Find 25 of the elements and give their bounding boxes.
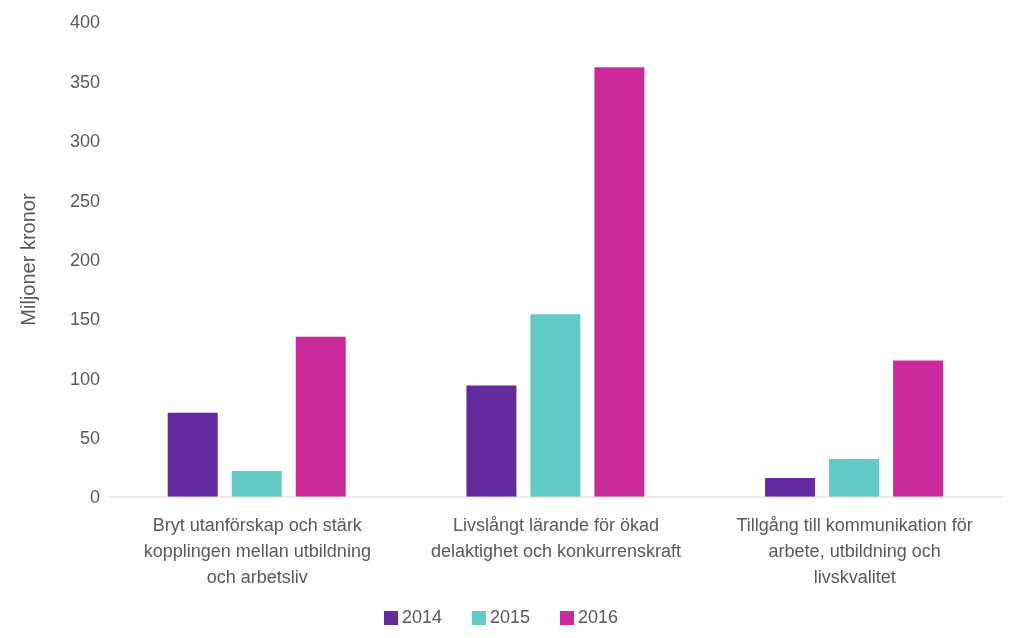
- bar: [530, 314, 581, 497]
- y-tick-label: 250: [69, 190, 100, 211]
- bar: [295, 336, 346, 497]
- y-tick-label: 100: [69, 368, 100, 389]
- bar: [829, 459, 880, 497]
- x-tick-label: Bryt utanförskap och stärk kopplingen mellan utbildning och arbetsliv: [143, 515, 371, 587]
- y-tick-label: 400: [69, 12, 100, 33]
- y-tick-label: 0: [89, 487, 100, 508]
- bar: [765, 478, 816, 497]
- legend-label: 2016: [578, 607, 619, 627]
- bar: [167, 412, 218, 497]
- bar: [231, 470, 282, 497]
- y-tick-label: 150: [69, 309, 100, 330]
- y-tick-label: 350: [69, 71, 100, 92]
- y-tick-label: 200: [69, 249, 100, 270]
- y-tick-label: 50: [79, 428, 100, 449]
- legend-label: 2015: [489, 607, 531, 627]
- bar: [466, 385, 517, 497]
- legend-label: 2014: [401, 607, 442, 627]
- bar: [594, 67, 645, 497]
- y-axis-title: Miljoner kronor: [17, 193, 40, 326]
- x-tick-label: Tillgång till kommunikation för arbete, utbildning och livskvalitet: [736, 515, 973, 587]
- x-tick-label: Livslångt lärande för ökad delaktighet och konkurrenskraft: [430, 515, 682, 561]
- bar: [893, 360, 944, 497]
- y-tick-label: 300: [69, 131, 100, 152]
